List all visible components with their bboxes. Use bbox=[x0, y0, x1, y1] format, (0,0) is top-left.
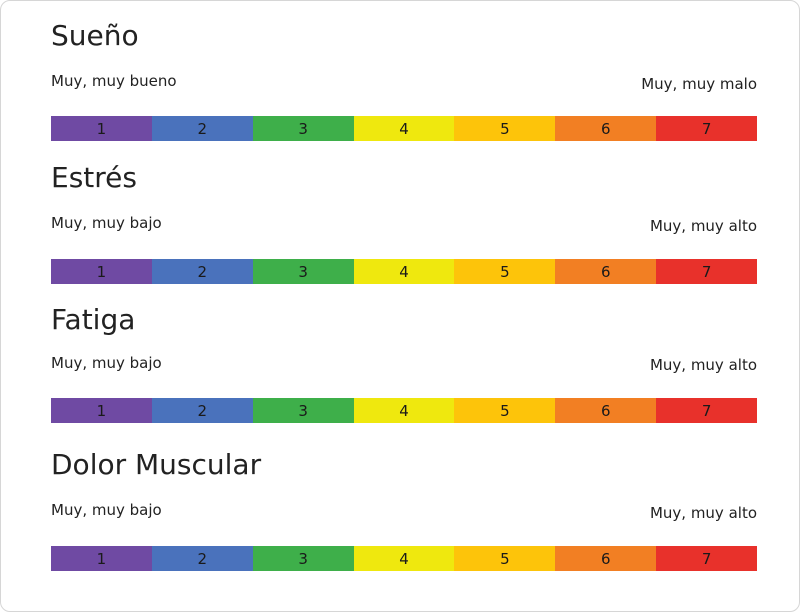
scale-max-label: Muy, muy alto bbox=[649, 504, 757, 522]
rating-scale: 1 2 3 4 5 6 7 bbox=[51, 398, 758, 423]
rating-option-7[interactable]: 7 bbox=[656, 398, 758, 423]
section-title: Sueño bbox=[51, 19, 139, 52]
rating-option-1[interactable]: 1 bbox=[51, 546, 152, 571]
rating-option-5[interactable]: 5 bbox=[454, 546, 556, 571]
section-title: Dolor Muscular bbox=[51, 448, 262, 481]
rating-option-3[interactable]: 3 bbox=[252, 116, 354, 141]
stress-section: Estrés Muy, muy bajo Muy, muy alto 1 2 3… bbox=[51, 161, 758, 287]
rating-option-2[interactable]: 2 bbox=[151, 398, 253, 423]
scale-min-label: Muy, muy bajo bbox=[51, 214, 162, 232]
rating-option-1[interactable]: 1 bbox=[51, 398, 152, 423]
rating-scale: 1 2 3 4 5 6 7 bbox=[51, 259, 758, 284]
rating-option-6[interactable]: 6 bbox=[555, 398, 657, 423]
rating-option-3[interactable]: 3 bbox=[252, 259, 354, 284]
section-title: Estrés bbox=[51, 161, 137, 194]
rating-option-4[interactable]: 4 bbox=[353, 259, 455, 284]
rating-option-1[interactable]: 1 bbox=[51, 116, 152, 141]
rating-option-7[interactable]: 7 bbox=[656, 546, 758, 571]
section-title: Fatiga bbox=[51, 303, 136, 336]
rating-option-3[interactable]: 3 bbox=[252, 398, 354, 423]
rating-option-6[interactable]: 6 bbox=[555, 259, 657, 284]
rating-option-1[interactable]: 1 bbox=[51, 259, 152, 284]
rating-option-2[interactable]: 2 bbox=[151, 116, 253, 141]
rating-option-7[interactable]: 7 bbox=[656, 116, 758, 141]
rating-scale: 1 2 3 4 5 6 7 bbox=[51, 546, 758, 571]
rating-option-5[interactable]: 5 bbox=[454, 398, 556, 423]
scale-min-label: Muy, muy bueno bbox=[51, 72, 177, 90]
rating-option-2[interactable]: 2 bbox=[151, 546, 253, 571]
rating-option-4[interactable]: 4 bbox=[353, 398, 455, 423]
rating-option-6[interactable]: 6 bbox=[555, 116, 657, 141]
rating-option-4[interactable]: 4 bbox=[353, 116, 455, 141]
sleep-section: Sueño Muy, muy bueno Muy, muy malo 1 2 3… bbox=[51, 19, 758, 145]
scale-max-label: Muy, muy alto bbox=[649, 356, 757, 374]
rating-option-7[interactable]: 7 bbox=[656, 259, 758, 284]
rating-scale: 1 2 3 4 5 6 7 bbox=[51, 116, 758, 141]
rating-option-6[interactable]: 6 bbox=[555, 546, 657, 571]
rating-option-2[interactable]: 2 bbox=[151, 259, 253, 284]
rating-option-3[interactable]: 3 bbox=[252, 546, 354, 571]
scale-min-label: Muy, muy bajo bbox=[51, 501, 162, 519]
rating-option-4[interactable]: 4 bbox=[353, 546, 455, 571]
rating-option-5[interactable]: 5 bbox=[454, 116, 556, 141]
rating-option-5[interactable]: 5 bbox=[454, 259, 556, 284]
fatigue-section: Fatiga Muy, muy bajo Muy, muy alto 1 2 3… bbox=[51, 303, 758, 426]
scale-max-label: Muy, muy alto bbox=[649, 217, 757, 235]
muscle-pain-section: Dolor Muscular Muy, muy bajo Muy, muy al… bbox=[51, 448, 758, 574]
scale-min-label: Muy, muy bajo bbox=[51, 354, 162, 372]
scale-max-label: Muy, muy malo bbox=[641, 75, 757, 93]
